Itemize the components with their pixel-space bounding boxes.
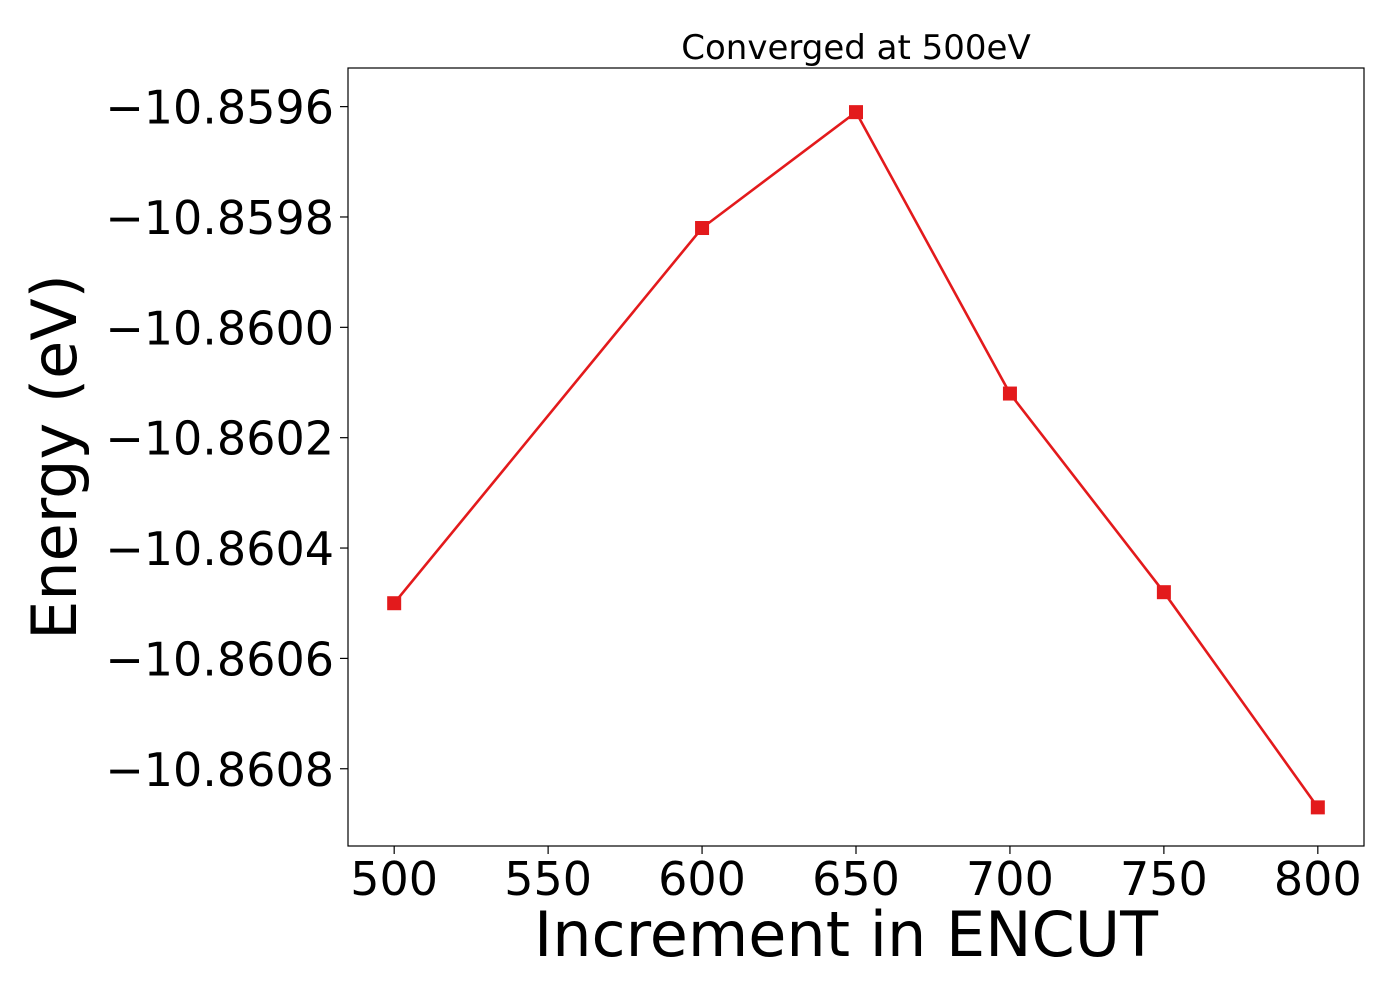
y-axis: −10.8596 −10.8598 −10.8600 −10.8602 −10.8604… bbox=[105, 81, 348, 797]
plot-area bbox=[387, 105, 1325, 815]
chart-title: Converged at 500eV bbox=[681, 28, 1030, 68]
y-tick-label: −10.8598 bbox=[105, 191, 334, 245]
x-axis-label: Increment in ENCUT bbox=[534, 898, 1159, 971]
data-point bbox=[695, 221, 710, 236]
y-tick-label: −10.8606 bbox=[105, 632, 334, 686]
data-point bbox=[1002, 386, 1017, 401]
x-axis: 500 550 600 650 700 750 800 bbox=[350, 846, 1362, 906]
x-tick-label: 500 bbox=[350, 852, 438, 906]
x-tick-label: 550 bbox=[504, 852, 592, 906]
y-axis-label: Energy (eV) bbox=[18, 274, 91, 640]
x-tick-label: 750 bbox=[1120, 852, 1208, 906]
data-point bbox=[1156, 585, 1171, 600]
data-point bbox=[1310, 800, 1325, 815]
x-tick-label: 650 bbox=[812, 852, 900, 906]
y-tick-label: −10.8608 bbox=[105, 743, 334, 797]
data-point bbox=[387, 596, 402, 611]
x-tick-label: 800 bbox=[1274, 852, 1362, 906]
x-tick-label: 700 bbox=[966, 852, 1054, 906]
series-line bbox=[393, 110, 1319, 809]
plot-frame bbox=[347, 67, 1365, 847]
y-tick-label: −10.8600 bbox=[105, 301, 334, 355]
x-tick-label: 600 bbox=[658, 852, 746, 906]
y-tick-label: −10.8602 bbox=[105, 412, 334, 466]
y-tick-label: −10.8604 bbox=[105, 522, 334, 576]
data-point bbox=[849, 105, 863, 120]
y-tick-label: −10.8596 bbox=[105, 81, 334, 135]
